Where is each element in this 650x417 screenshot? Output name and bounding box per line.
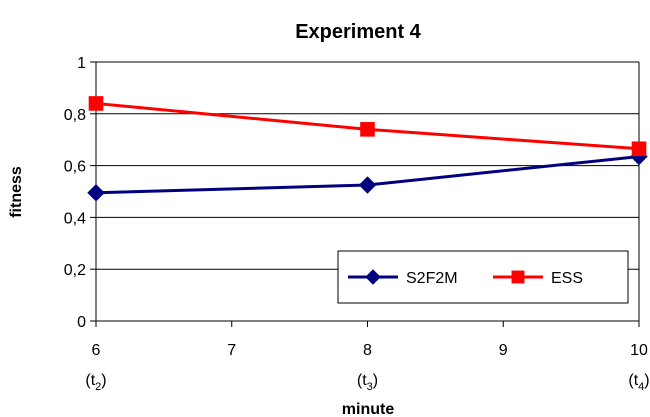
x-tick-sublabel: (t2) xyxy=(85,372,106,393)
y-tick-label: 0,4 xyxy=(64,210,86,227)
legend-label: S2F2M xyxy=(406,270,458,287)
y-tick-label: 0,2 xyxy=(64,262,86,279)
series-ess xyxy=(88,96,647,157)
chart-title: Experiment 4 xyxy=(295,21,421,43)
x-tick-sublabel-close: ) xyxy=(373,372,378,389)
legend-label: ESS xyxy=(551,270,583,287)
y-tick-label: 1 xyxy=(77,55,86,72)
x-tick-sublabel: (t3) xyxy=(357,372,378,393)
series-layer xyxy=(87,96,648,202)
y-axis-label: fitness xyxy=(8,166,25,218)
x-axis-label: minute xyxy=(342,401,395,417)
data-point xyxy=(631,141,647,157)
y-tick-label: 0,6 xyxy=(64,159,86,176)
x-tick-label: 10 xyxy=(630,342,648,359)
legend: S2F2M ESS xyxy=(337,250,629,304)
y-tick-label: 0 xyxy=(77,314,86,331)
legend-item: ESS xyxy=(493,270,583,287)
x-tick-sublabel-index: 2 xyxy=(95,381,101,393)
x-tick-sublabel-close: ) xyxy=(644,372,649,389)
legend-item: S2F2M xyxy=(348,269,458,287)
data-point xyxy=(88,96,104,111)
y-tick-label: 0,8 xyxy=(64,107,86,124)
x-tick-sublabel-index: 3 xyxy=(367,381,373,393)
x-axis-ticks: 6(t2)7 8(t3)9 10(t4) xyxy=(85,321,650,393)
y-axis-ticks: 0 0,2 0,4 0,6 0,8 1 xyxy=(64,55,96,331)
data-point xyxy=(358,176,377,194)
x-tick-label: 6 xyxy=(92,342,101,359)
x-tick-label: 7 xyxy=(227,342,236,359)
x-tick-sublabel-prefix: (t xyxy=(85,372,95,389)
x-tick-sublabel-prefix: (t xyxy=(357,372,367,389)
data-point xyxy=(360,122,375,137)
series-s2f2m xyxy=(87,147,648,202)
x-tick-sublabel-close: ) xyxy=(101,372,106,389)
x-tick-sublabel-index: 4 xyxy=(638,381,644,393)
legend-marker xyxy=(365,269,381,285)
x-tick-sublabel-prefix: (t xyxy=(628,372,638,389)
x-tick-label: 8 xyxy=(363,342,372,359)
x-tick-sublabel: (t4) xyxy=(628,372,649,393)
data-point xyxy=(87,184,105,202)
legend-marker xyxy=(511,270,525,284)
x-tick-label: 9 xyxy=(499,342,508,359)
